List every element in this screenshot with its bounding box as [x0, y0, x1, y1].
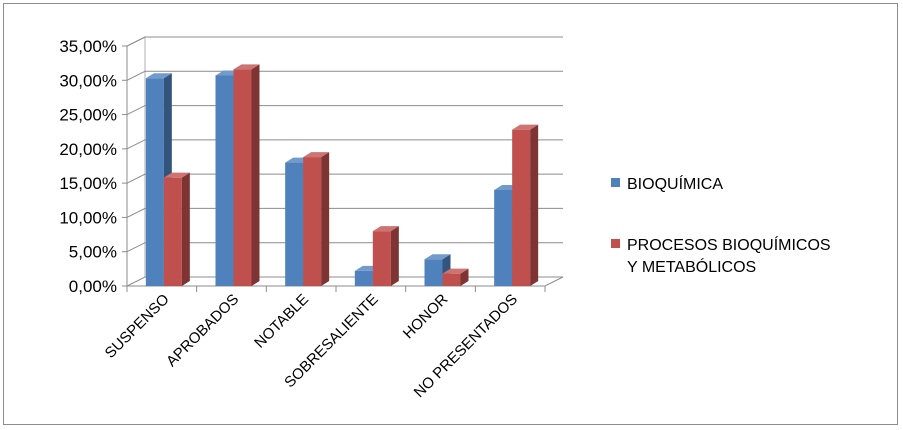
bar-top [372, 226, 399, 232]
gridline [126, 173, 563, 184]
gridline [126, 207, 563, 218]
bar-front [442, 273, 461, 286]
legend-label: PROCESOS BIOQUÍMICOS [627, 235, 831, 254]
bar-top [512, 124, 539, 130]
bar-procesos-bioqu-micos-y-metab-licos-honor [442, 268, 469, 286]
bar-side [181, 172, 190, 286]
bar-front [372, 231, 391, 286]
legend: BIOQUÍMICA PROCESOS BIOQUÍMICOS Y METABÓLI… [611, 174, 831, 276]
gridline [126, 139, 563, 150]
bar-front [145, 78, 164, 286]
bars [145, 64, 539, 287]
gridline [126, 70, 563, 81]
bar-top [442, 268, 469, 274]
bar-side [321, 152, 330, 286]
y-tick-label: 15,00% [59, 174, 117, 193]
gridline [126, 105, 563, 116]
bar-procesos-bioqu-micos-y-metab-licos-sobresaliente [372, 226, 399, 286]
bar-front [354, 270, 373, 286]
x-category-label: SUSPENSO [102, 291, 173, 362]
bar-front [163, 177, 182, 286]
bar-front [424, 259, 443, 286]
bar-side [530, 124, 539, 287]
bar-top [233, 64, 260, 70]
bar-side [460, 268, 469, 286]
x-category-label: HONOR [400, 291, 452, 343]
bar-procesos-bioqu-micos-y-metab-licos-suspenso [163, 172, 190, 286]
gridline [126, 36, 563, 47]
bar-side [251, 64, 260, 286]
y-tick-label: 35,00% [59, 37, 117, 56]
y-tick-label: 30,00% [59, 71, 117, 90]
gridline [126, 242, 563, 253]
bar-front [494, 190, 513, 286]
bar-front [285, 162, 304, 286]
legend-label: Y METABÓLICOS [627, 257, 756, 276]
bar-procesos-bioqu-micos-y-metab-licos-aprobados [233, 64, 260, 286]
bar-front [303, 157, 322, 286]
bar-procesos-bioqu-micos-y-metab-licos-notable [303, 152, 330, 286]
bar-procesos-bioqu-micos-y-metab-licos-no-presentados [512, 124, 539, 287]
y-axis-ticks: 0,00% 5,00% 10,00% 15,00% 20,00% 25,00% 30,00%… [59, 37, 127, 296]
legend-swatch [611, 239, 620, 248]
bar-top [163, 172, 190, 178]
bar-front [512, 129, 531, 286]
y-tick-label: 20,00% [59, 140, 117, 159]
bar-top [424, 254, 451, 260]
gridlines [126, 36, 563, 292]
bar-top [303, 152, 330, 158]
bar-top [145, 73, 172, 79]
y-tick-label: 0,00% [69, 277, 117, 296]
y-tick-label: 5,00% [69, 243, 117, 262]
x-category-label: APROBADOS [163, 291, 242, 370]
y-tick-label: 10,00% [59, 208, 117, 227]
bar-side [390, 226, 399, 286]
y-tick-label: 25,00% [59, 106, 117, 125]
legend-label: BIOQUÍMICA [627, 174, 723, 193]
x-category-label: NOTABLE [251, 291, 312, 352]
bar-front [233, 69, 252, 286]
bar-front [215, 75, 234, 286]
legend-swatch [611, 178, 620, 187]
